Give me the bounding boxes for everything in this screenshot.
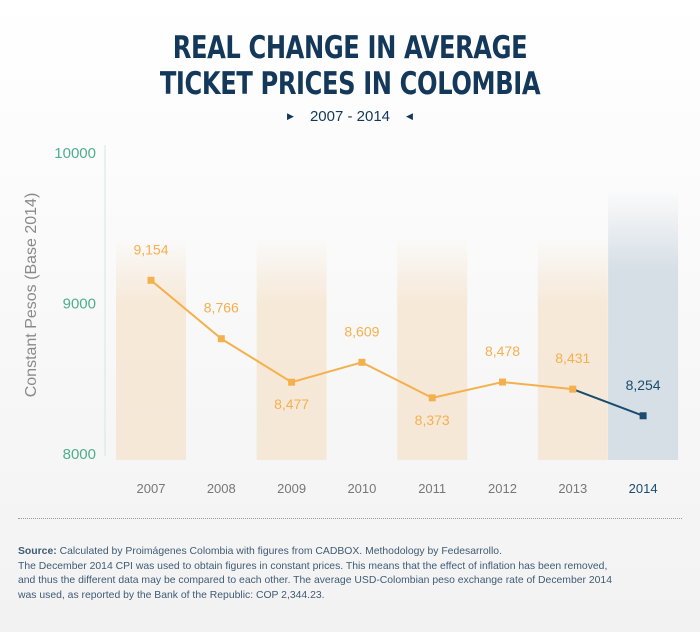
data-label: 8,373 bbox=[415, 412, 450, 428]
data-label: 8,766 bbox=[204, 300, 239, 316]
x-tick-label: 2008 bbox=[207, 481, 236, 496]
y-tick-label: 8000 bbox=[63, 446, 96, 463]
series-line-segment bbox=[220, 337, 293, 384]
series-line-segment bbox=[291, 361, 363, 384]
triangle-right-icon: ▶ bbox=[287, 111, 294, 121]
data-point-marker bbox=[147, 276, 155, 284]
x-tick-label: 2011 bbox=[418, 481, 446, 496]
source-label: Source: bbox=[18, 546, 57, 557]
data-label: 8,478 bbox=[485, 343, 520, 359]
footnote-line-3: and thus the different data may be compa… bbox=[18, 575, 612, 586]
data-label: 9,154 bbox=[133, 241, 168, 257]
data-point-marker bbox=[217, 335, 225, 343]
data-point-marker bbox=[639, 412, 647, 420]
y-tick-label: 9000 bbox=[63, 296, 96, 313]
series-line-segment bbox=[572, 388, 644, 417]
data-point-marker bbox=[569, 385, 577, 393]
chart-subtitle: ▶ 2007 - 2014 ◀ bbox=[0, 108, 700, 125]
data-point-marker bbox=[358, 358, 366, 366]
column-band-2007 bbox=[116, 238, 186, 460]
column-band-2013 bbox=[537, 238, 608, 460]
column-band-2011 bbox=[397, 238, 468, 460]
x-tick-label: 2014 bbox=[629, 481, 658, 496]
line-chart: 10000 9000 8000 Constant Pesos (Base 2014) 9… bbox=[23, 145, 679, 496]
title-line-1: REAL CHANGE IN AVERAGE bbox=[172, 30, 528, 66]
series-line-segment bbox=[361, 361, 433, 399]
data-label: 8,609 bbox=[344, 323, 379, 339]
data-point-marker bbox=[499, 378, 506, 386]
x-tick-label: 2009 bbox=[277, 481, 306, 496]
data-label: 8,254 bbox=[626, 377, 661, 393]
y-tick-label: 10000 bbox=[54, 145, 96, 162]
data-point-marker bbox=[428, 394, 436, 402]
footnote: Source: Calculated by Proimágenes Colomb… bbox=[18, 545, 682, 603]
footnote-source: Source: Calculated by Proimágenes Colomb… bbox=[18, 545, 682, 560]
series-line-segment bbox=[502, 381, 573, 391]
data-label: 8,431 bbox=[555, 350, 590, 366]
series-line-segment bbox=[431, 381, 503, 399]
x-tick-label: 2010 bbox=[347, 481, 376, 496]
data-point-marker bbox=[288, 378, 296, 386]
series-line-segment bbox=[150, 279, 222, 340]
x-tick-label: 2007 bbox=[137, 481, 166, 496]
footnote-line-4: was used, as reported by the Bank of the… bbox=[18, 589, 325, 601]
source-text: Calculated by Proimágenes Colombia with … bbox=[59, 546, 502, 557]
data-label: 8,477 bbox=[274, 396, 309, 412]
footnote-line-2: The December 2014 CPI was used to obtain… bbox=[18, 560, 608, 572]
column-band-2009 bbox=[256, 238, 327, 460]
title-line-2: TICKET PRICES IN COLOMBIA bbox=[159, 66, 541, 102]
triangle-left-icon: ◀ bbox=[406, 111, 413, 121]
y-axis-label: Constant Pesos (Base 2014) bbox=[23, 193, 40, 398]
x-tick-label: 2012 bbox=[488, 481, 517, 496]
column-band-2014 bbox=[608, 190, 679, 460]
notes-divider bbox=[18, 518, 682, 519]
subtitle-text: 2007 - 2014 bbox=[309, 108, 391, 125]
x-tick-label: 2013 bbox=[558, 481, 587, 496]
chart-title: REAL CHANGE IN AVERAGE TICKET PRICES IN … bbox=[77, 30, 623, 102]
